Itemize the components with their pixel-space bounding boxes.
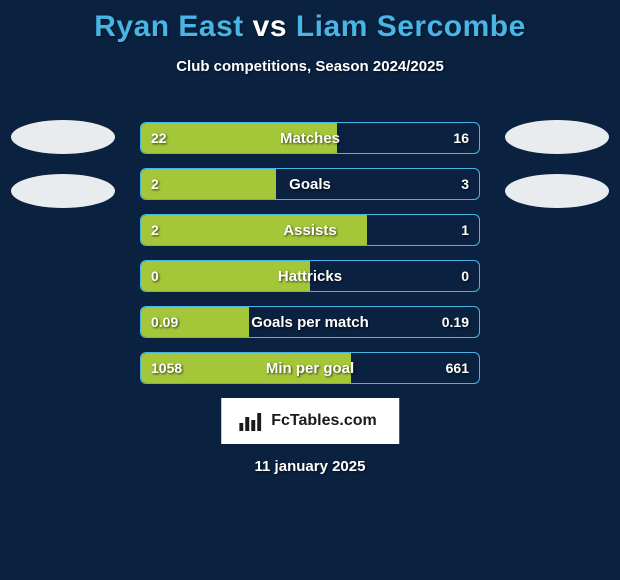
stat-bar: 1058Min per goal661 <box>140 352 480 384</box>
player-silhouette <box>505 174 609 208</box>
stat-label: Goals <box>141 169 479 200</box>
brand-text: FcTables.com <box>271 412 377 429</box>
stat-right-value: 1 <box>461 215 469 246</box>
player1-name: Ryan East <box>94 10 244 43</box>
stat-right-value: 0.19 <box>442 307 469 338</box>
right-player-silhouettes <box>502 120 612 208</box>
stat-bar: 22Matches16 <box>140 122 480 154</box>
stat-right-value: 661 <box>446 353 469 384</box>
stat-right-value: 0 <box>461 261 469 292</box>
player-silhouette <box>505 120 609 154</box>
stat-label: Assists <box>141 215 479 246</box>
stat-right-value: 16 <box>453 123 469 154</box>
left-player-silhouettes <box>8 120 118 208</box>
stat-bar: 2Goals3 <box>140 168 480 200</box>
stat-label: Hattricks <box>141 261 479 292</box>
stat-right-value: 3 <box>461 169 469 200</box>
title-vs: vs <box>253 10 287 43</box>
brand-badge: FcTables.com <box>221 398 399 444</box>
player2-name: Liam Sercombe <box>296 10 526 43</box>
stat-bar: 0Hattricks0 <box>140 260 480 292</box>
stat-label: Matches <box>141 123 479 154</box>
stat-bar: 2Assists1 <box>140 214 480 246</box>
stat-bars-container: 22Matches16 2Goals3 2Assists1 0Hattricks0 0.… <box>140 122 480 384</box>
player-silhouette <box>11 120 115 154</box>
stat-label: Min per goal <box>141 353 479 384</box>
stat-label: Goals per match <box>141 307 479 338</box>
date-stamp: 11 january 2025 <box>0 458 620 475</box>
bar-chart-icon <box>239 411 261 431</box>
comparison-title: Ryan East vs Liam Sercombe <box>0 0 620 44</box>
player-silhouette <box>11 174 115 208</box>
stat-bar: 0.09Goals per match0.19 <box>140 306 480 338</box>
subtitle: Club competitions, Season 2024/2025 <box>0 58 620 75</box>
